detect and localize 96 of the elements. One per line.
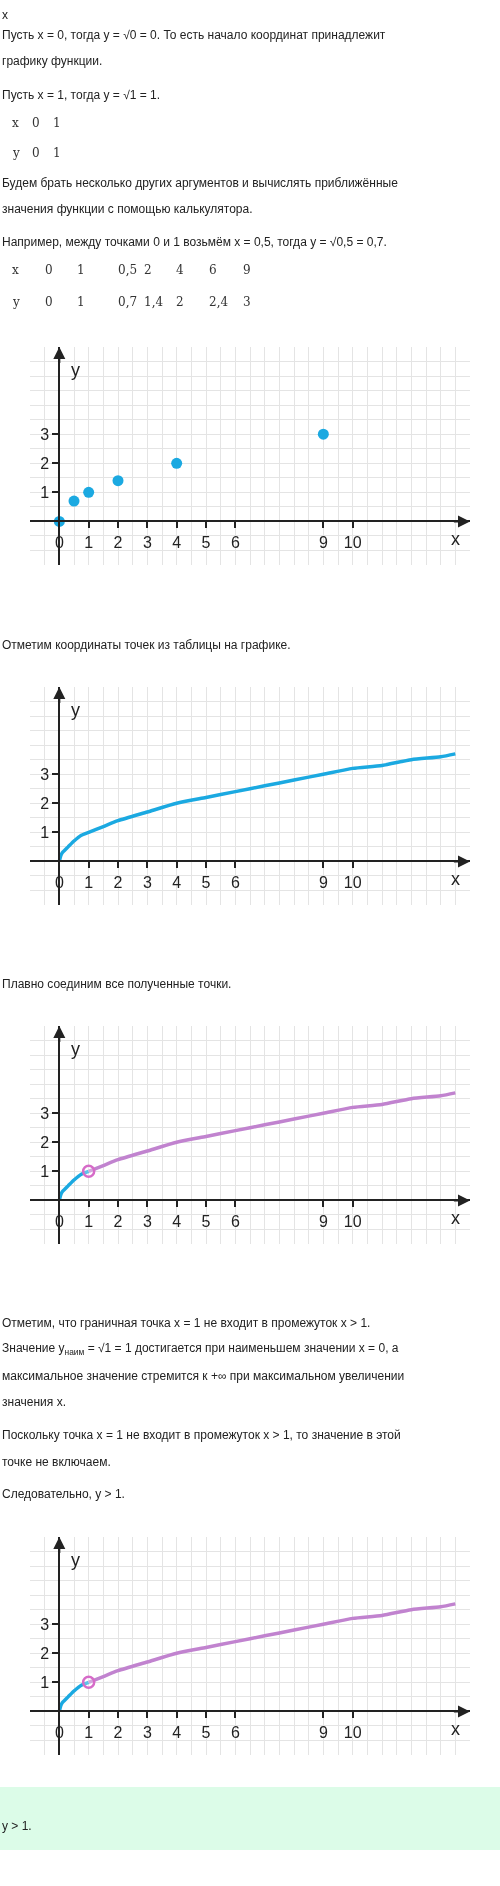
y-tick-label: 3 (40, 765, 50, 783)
x-tick-label: 10 (343, 1212, 362, 1230)
x-axis-title: x (451, 869, 460, 889)
text: 1,4 (144, 295, 164, 309)
text: y > 1. (2, 1819, 32, 1833)
text: 9 (243, 263, 251, 277)
x-tick-label: 10 (343, 1723, 362, 1741)
x-tick-label: 4 (172, 1723, 182, 1741)
text: 0 (45, 263, 53, 277)
y-tick-label: 2 (40, 1133, 50, 1151)
text: 2,4 (209, 295, 229, 309)
x-tick-label: 3 (142, 873, 152, 891)
x-tick-label: 10 (343, 533, 362, 551)
text: 1 (53, 116, 61, 130)
y-axis-title: y (71, 700, 80, 720)
text: 1 (77, 263, 85, 277)
text: Значение y$_{наим}$ = √1 = 1 достигается при наименьшем значении x = 0, а (2, 1341, 399, 1357)
point (68, 495, 80, 507)
x-tick-label: 9 (318, 1723, 328, 1741)
y-tick-label: 1 (40, 1162, 50, 1180)
text: 2 (144, 263, 152, 277)
text: 4 (176, 263, 184, 277)
x-tick-label: 3 (142, 1723, 152, 1741)
x-tick-label: 9 (318, 873, 328, 891)
x-tick-label: 4 (172, 533, 182, 551)
y-axis-title: y (71, 360, 80, 380)
x-tick-label: 6 (230, 873, 240, 891)
x-axis-title: x (451, 1208, 460, 1228)
text: 2 (176, 295, 184, 309)
y-tick-label: 2 (40, 794, 50, 812)
x-tick-label: 4 (172, 1212, 182, 1230)
y-tick-label: 1 (40, 823, 50, 841)
y-axis-title: y (71, 1550, 80, 1570)
point (83, 486, 95, 498)
x-tick-label: 9 (318, 533, 328, 551)
x-tick-label: 10 (343, 873, 362, 891)
y-tick-label: 2 (40, 1644, 50, 1662)
text: Следовательно, y > 1. (2, 1487, 125, 1501)
x-tick-label: 2 (113, 1212, 123, 1230)
text: значения x. (2, 1395, 66, 1409)
x-axis-title: x (451, 1719, 460, 1739)
chart-title: Отметим координаты точек из таблицы на графике. (2, 638, 291, 652)
y-tick-label: 1 (40, 483, 50, 501)
text: точке не включаем. (2, 1455, 111, 1469)
point (317, 428, 329, 440)
chart-title: Плавно соединим все полученные точки. (2, 977, 232, 991)
x-tick-label: 2 (113, 533, 123, 551)
point (112, 475, 124, 487)
text: Отметим, что граничная точка x = 1 не входит в промежуток x > 1. (2, 1316, 371, 1330)
x-tick-label: 1 (84, 1212, 94, 1230)
text: x (12, 263, 19, 277)
text: Пусть x = 0, тогда y = √0 = 0. То есть начало координат принадлежит (2, 28, 386, 42)
text: 1 (77, 295, 85, 309)
text: 1 (53, 146, 61, 160)
y-tick-label: 3 (40, 425, 50, 443)
y-tick-label: 3 (40, 1104, 50, 1122)
y-tick-label: 3 (40, 1615, 50, 1633)
text: y (12, 295, 20, 309)
text: 6 (209, 263, 217, 277)
point (171, 457, 183, 469)
text: 0,7 (118, 295, 138, 309)
x-tick-label: 5 (201, 1212, 211, 1230)
x-tick-label: 9 (318, 1212, 328, 1230)
text: 0 (32, 146, 40, 160)
y-tick-label: 1 (40, 1673, 50, 1691)
x-tick-label: 5 (201, 533, 211, 551)
y-axis-title: y (71, 1039, 80, 1059)
text: 0,5 (118, 263, 138, 277)
x-tick-label: 6 (230, 1723, 240, 1741)
text: максимальное значение стремится к +∞ при максимальном увеличении (2, 1369, 405, 1383)
x-tick-label: 3 (142, 1212, 152, 1230)
x-tick-label: 1 (84, 1723, 94, 1741)
x-tick-label: 2 (113, 873, 123, 891)
text: 3 (243, 295, 251, 309)
x-tick-label: 1 (84, 873, 94, 891)
x-tick-label: 3 (142, 533, 152, 551)
text: Поскольку точка x = 1 не входит в промежуток x > 1, то значение в этой (2, 1428, 401, 1442)
x-tick-label: 6 (230, 1212, 240, 1230)
text: x (12, 116, 19, 130)
x-tick-label: 1 (84, 533, 94, 551)
x-tick-label: 5 (201, 1723, 211, 1741)
text: 0 (45, 295, 53, 309)
text: 0 (32, 116, 40, 130)
x-axis-title: x (451, 529, 460, 549)
text: y (12, 146, 20, 160)
x-tick-label: 4 (172, 873, 182, 891)
x-tick-label: 5 (201, 873, 211, 891)
x-tick-label: 6 (230, 533, 240, 551)
text: Пусть x = 1, тогда y = √1 = 1. (2, 88, 161, 102)
x-tick-label: 2 (113, 1723, 123, 1741)
text: Например, между точками 0 и 1 возьмём x = 0,5, тогда y = √0,5 = 0,7. (2, 235, 387, 249)
text: графику функции. (2, 54, 103, 68)
text: Будем брать несколько других аргументов и вычислять приближённые (2, 176, 399, 190)
text: значения функции с помощью калькулятора. (2, 202, 253, 216)
text: x (2, 8, 8, 22)
y-tick-label: 2 (40, 454, 50, 472)
